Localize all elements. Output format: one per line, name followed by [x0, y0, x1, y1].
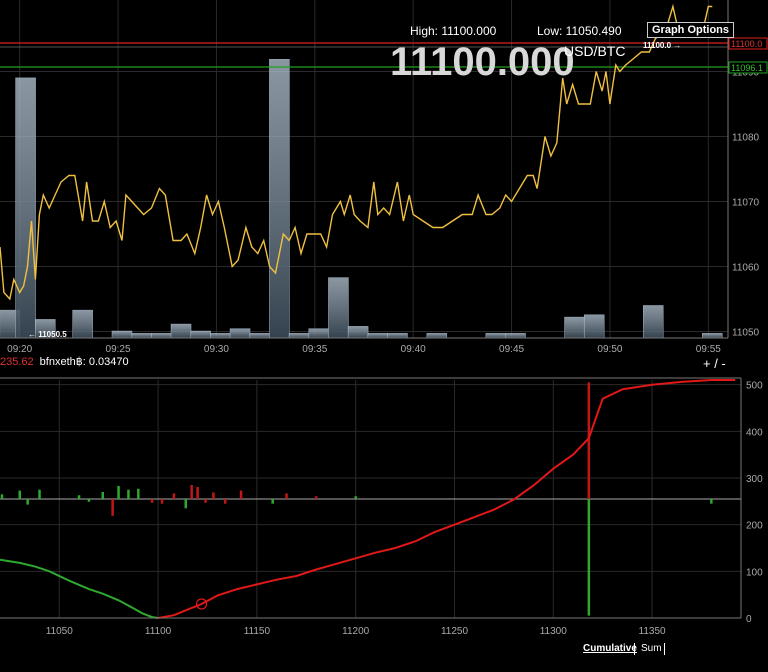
x-tick-label: 09:55: [696, 344, 721, 355]
x-tick-label: 09:45: [499, 344, 524, 355]
separator: [664, 643, 665, 655]
volume-bar: [190, 330, 211, 339]
y-tick-label: 300: [746, 474, 763, 485]
volume-bar: [210, 333, 231, 339]
volume-bar: [583, 314, 605, 339]
volume-bar: [328, 277, 349, 339]
high-marker-label: 11100.0: [731, 39, 762, 49]
x-tick-label: 09:25: [106, 344, 131, 355]
y-tick-label: 400: [746, 427, 763, 438]
high-annotation: 11100.0 →: [643, 41, 681, 50]
y-tick-label: 500: [746, 381, 763, 392]
x-tick-label: 11350: [639, 626, 667, 637]
zoom-control[interactable]: + / -: [703, 356, 726, 371]
low-label: Low: 11050.490: [537, 24, 622, 38]
volume-bar: [642, 305, 664, 339]
volume-bar: [426, 333, 448, 339]
y-tick-label: 11060: [732, 263, 760, 274]
y-tick-label: 0: [746, 614, 752, 625]
x-tick-label: 09:40: [401, 344, 426, 355]
pair-text: bfnxeth฿: 0.03470: [39, 356, 129, 368]
price-line: [0, 3, 713, 301]
volume-bar: [15, 77, 36, 339]
volume-bar: [347, 326, 369, 339]
x-tick-label: 11150: [244, 626, 271, 637]
x-tick-label: 09:35: [302, 344, 327, 355]
y-tick-label: 100: [746, 567, 763, 578]
graph-options-button[interactable]: Graph Options: [647, 22, 734, 38]
x-tick-label: 09:20: [7, 344, 32, 355]
volume-bar: [308, 328, 329, 339]
volume-bar: [131, 333, 152, 339]
price-chart: 110501106011070110801109009:2009:2509:30…: [0, 0, 768, 355]
volume-bar: [249, 333, 270, 339]
current-price: 11100.000: [390, 40, 575, 84]
volume-bar: [170, 323, 192, 339]
bid-depth-line: [0, 558, 159, 619]
high-marker-box: [728, 37, 768, 50]
y-tick-label: 200: [746, 521, 763, 532]
low-marker-label: 11096.1: [731, 63, 763, 73]
x-tick-label: 11200: [342, 626, 370, 637]
price-unit: USD/BTC: [564, 43, 626, 59]
x-tick-label: 11050: [46, 626, 74, 637]
x-tick-label: 09:30: [204, 344, 229, 355]
y-tick-label: 11070: [732, 198, 760, 209]
volume-bar: [72, 309, 93, 339]
y-tick-label: 11050: [732, 328, 760, 339]
volume-bar: [367, 333, 389, 339]
volume-bar: [269, 59, 290, 339]
volume-bar: [387, 333, 408, 339]
volume-bar: [229, 328, 251, 339]
depth-marker: [195, 598, 208, 610]
depth-chart: 0 100 200 300 400 500 11050 11100 11150 11200 1125…: [0, 377, 763, 637]
separator: [634, 643, 635, 655]
volume-bar: [111, 330, 133, 339]
low-annotation: ← 11050.5: [28, 330, 67, 339]
pair-row: 235.62 bfnxeth฿: 0.03470: [0, 355, 129, 368]
volume-bar: [702, 333, 723, 339]
cumulative-button[interactable]: Cumulative: [583, 643, 637, 654]
volume-bar: [564, 316, 585, 339]
volume-bar: [505, 333, 526, 339]
ask-depth-line: [157, 379, 736, 619]
neg-value: 235.62: [0, 356, 34, 368]
volume-bar: [151, 333, 172, 339]
volume-bar: [485, 333, 507, 339]
x-tick-label: 11100: [145, 626, 172, 637]
low-marker-box: [728, 61, 768, 74]
volume-bar: [288, 333, 310, 339]
x-tick-label: 11300: [540, 626, 568, 637]
x-tick-label: 09:50: [597, 344, 622, 355]
high-label: High: 11100.000: [410, 24, 497, 38]
x-tick-label: 11250: [441, 626, 469, 637]
sum-button[interactable]: Sum: [641, 643, 662, 654]
y-tick-label: 11080: [732, 133, 760, 144]
